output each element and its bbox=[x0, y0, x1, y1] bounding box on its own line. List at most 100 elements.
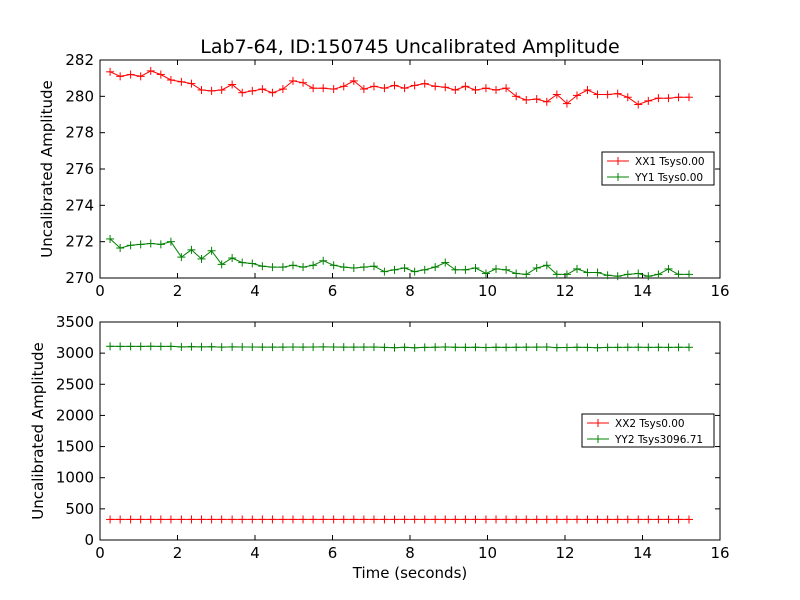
data-point bbox=[674, 93, 683, 102]
data-point bbox=[238, 258, 247, 267]
data-point bbox=[349, 343, 358, 352]
series-red bbox=[106, 66, 693, 109]
data-point bbox=[146, 239, 155, 248]
data-point bbox=[552, 343, 561, 352]
data-point bbox=[685, 93, 693, 102]
data-point bbox=[349, 515, 358, 524]
data-point bbox=[471, 515, 480, 524]
data-point bbox=[451, 515, 460, 524]
legend-box bbox=[601, 151, 715, 186]
data-point bbox=[410, 515, 419, 524]
legend-box bbox=[581, 413, 715, 448]
data-point bbox=[126, 70, 135, 79]
data-point bbox=[431, 263, 440, 272]
x-tick-label: 10 bbox=[478, 282, 497, 300]
data-point bbox=[583, 515, 592, 524]
data-point bbox=[126, 241, 135, 250]
x-tick-label: 0 bbox=[95, 282, 105, 300]
data-point bbox=[359, 515, 368, 524]
data-point bbox=[197, 342, 206, 351]
data-point bbox=[512, 269, 521, 278]
data-point bbox=[299, 343, 308, 352]
data-point bbox=[380, 515, 389, 524]
data-point bbox=[613, 515, 622, 524]
data-point bbox=[451, 85, 460, 94]
data-point bbox=[268, 263, 277, 272]
data-point bbox=[481, 343, 490, 352]
data-point bbox=[288, 76, 297, 85]
data-point bbox=[461, 515, 470, 524]
data-point bbox=[562, 270, 571, 279]
data-point bbox=[654, 343, 663, 352]
data-point bbox=[369, 82, 378, 91]
data-point bbox=[492, 515, 501, 524]
data-point bbox=[116, 72, 125, 81]
data-point bbox=[664, 94, 673, 103]
data-point bbox=[451, 265, 460, 274]
data-point bbox=[532, 264, 541, 273]
x-tick-label: 16 bbox=[710, 282, 729, 300]
data-point bbox=[532, 515, 541, 524]
series-line bbox=[109, 238, 689, 277]
data-point bbox=[299, 515, 308, 524]
data-point bbox=[552, 90, 561, 99]
data-point bbox=[583, 268, 592, 277]
data-point bbox=[248, 259, 257, 268]
data-point bbox=[492, 343, 501, 352]
data-point bbox=[634, 343, 643, 352]
data-point bbox=[309, 261, 318, 270]
data-point bbox=[146, 66, 155, 75]
data-point bbox=[613, 89, 622, 98]
y-tick-label: 3500 bbox=[56, 313, 94, 331]
y-tick-label: 3000 bbox=[56, 344, 94, 362]
data-point bbox=[187, 515, 196, 524]
data-point bbox=[309, 84, 318, 93]
x-tick-label: 4 bbox=[250, 544, 260, 562]
x-tick-label: 12 bbox=[555, 544, 574, 562]
data-point bbox=[136, 515, 145, 524]
data-point bbox=[502, 343, 511, 352]
data-point bbox=[654, 94, 663, 103]
data-point bbox=[299, 263, 308, 272]
data-point bbox=[197, 515, 206, 524]
data-point bbox=[177, 77, 186, 86]
data-point bbox=[339, 82, 348, 91]
data-point bbox=[461, 343, 470, 352]
data-point bbox=[400, 264, 409, 273]
data-point bbox=[136, 72, 145, 81]
data-point bbox=[390, 515, 399, 524]
data-point bbox=[573, 343, 582, 352]
y-tick-label: 2000 bbox=[56, 406, 94, 424]
data-point bbox=[207, 342, 216, 351]
data-point bbox=[258, 343, 267, 352]
data-point bbox=[583, 85, 592, 94]
legend-item: YY1 Tsys0.00 bbox=[607, 172, 703, 184]
data-point bbox=[359, 343, 368, 352]
data-point bbox=[420, 265, 429, 274]
figure-title: Lab7-64, ID:150745 Uncalibrated Amplitud… bbox=[200, 36, 619, 58]
data-point bbox=[593, 268, 602, 277]
data-point bbox=[410, 81, 419, 90]
bottom-chart: 0 2 4 6 8 10 12 14 16 0 500 1000 1500 2000 2500 3000 350… bbox=[29, 313, 730, 562]
x-tick-label: 2 bbox=[173, 282, 183, 300]
data-point bbox=[339, 263, 348, 272]
data-point bbox=[502, 515, 511, 524]
data-point bbox=[116, 244, 125, 253]
data-point bbox=[228, 254, 237, 263]
x-axis-label: Time (seconds) bbox=[352, 564, 468, 582]
data-point bbox=[217, 260, 226, 269]
top-chart: 0 2 4 6 8 10 12 14 16 270 272 274 276 278 280 282 Uncali… bbox=[38, 51, 730, 300]
x-tick-label: 2 bbox=[173, 544, 183, 562]
x-tick-label: 6 bbox=[328, 282, 338, 300]
y-tick-label: 500 bbox=[65, 500, 94, 518]
data-point bbox=[359, 263, 368, 272]
data-point bbox=[522, 95, 531, 104]
data-point bbox=[329, 85, 338, 94]
data-point bbox=[644, 343, 653, 352]
data-point bbox=[156, 342, 165, 351]
data-point bbox=[623, 93, 632, 102]
legend-label: YY2 Tsys3096.71 bbox=[614, 434, 703, 446]
data-point bbox=[532, 95, 541, 104]
data-point bbox=[512, 343, 521, 352]
